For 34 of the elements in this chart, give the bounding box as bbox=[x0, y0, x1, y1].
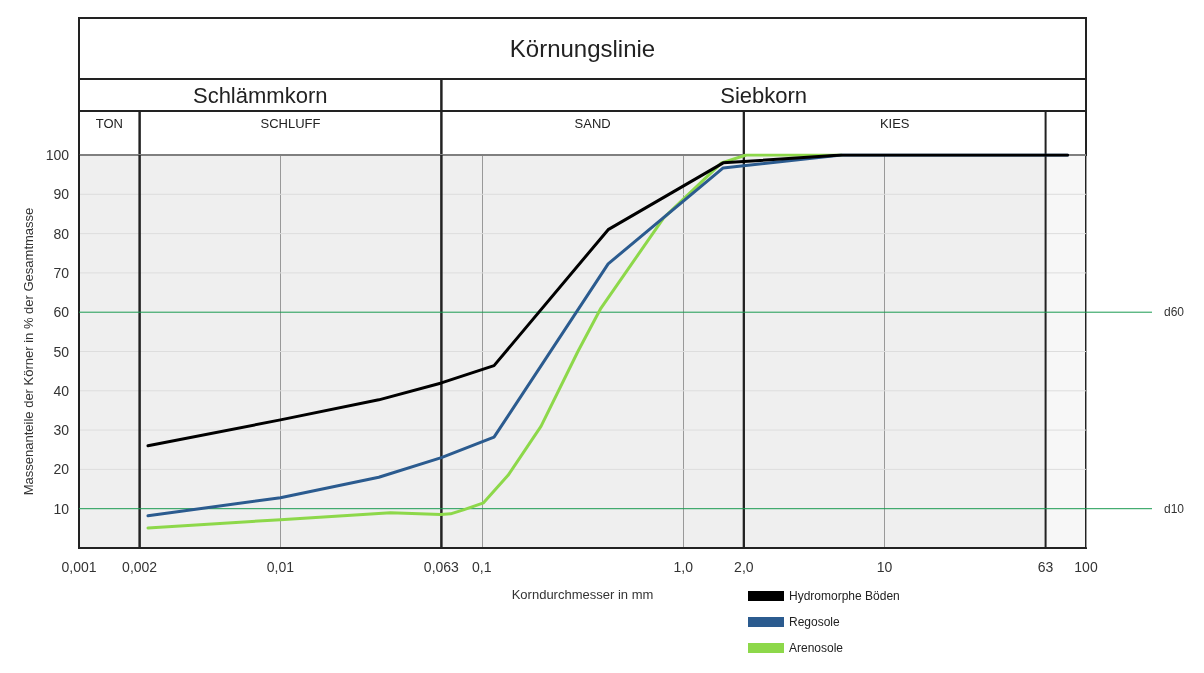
band-label: Schlämmkorn bbox=[192, 82, 328, 108]
band-label: SAND bbox=[574, 115, 611, 131]
x-axis-title: Korndurchmesser in mm bbox=[511, 587, 654, 602]
band-label: SCHLUFF bbox=[260, 115, 321, 131]
legend-label: Arenosole bbox=[789, 641, 844, 655]
x-tick-label: 0,002 bbox=[122, 559, 158, 575]
legend-label: Hydromorphe Böden bbox=[789, 589, 900, 603]
band-label: TON bbox=[95, 115, 123, 131]
x-tick-label: 10 bbox=[876, 559, 893, 575]
y-tick-label: 40 bbox=[53, 382, 70, 399]
ref-line-label: d60 bbox=[1164, 305, 1185, 320]
x-tick-label: 0,063 bbox=[423, 559, 460, 575]
x-tick-label: 100 bbox=[1074, 559, 1098, 575]
x-tick-label: 0,1 bbox=[472, 559, 492, 575]
y-tick-label: 10 bbox=[53, 500, 70, 517]
band-label: Siebkorn bbox=[720, 82, 808, 108]
y-axis-title: Massenanteile der Körner in % der Gesamtmasse bbox=[20, 207, 36, 496]
y-tick-label: 100 bbox=[45, 147, 70, 163]
y-tick-label: 20 bbox=[53, 461, 70, 478]
ref-line-label: d10 bbox=[1164, 501, 1185, 516]
x-tick-label: 0,01 bbox=[266, 559, 295, 575]
y-tick-label: 80 bbox=[53, 225, 70, 242]
x-tick-label: 1,0 bbox=[673, 559, 694, 575]
band-label: KIES bbox=[879, 115, 910, 131]
chart-title: Körnungslinie bbox=[509, 35, 656, 62]
x-tick-label: 2,0 bbox=[734, 559, 754, 575]
y-tick-label: 70 bbox=[53, 264, 70, 281]
y-tick-label: 90 bbox=[53, 186, 70, 203]
x-tick-label: 63 bbox=[1037, 559, 1054, 575]
y-tick-label: 60 bbox=[53, 304, 70, 321]
y-tick-label: 30 bbox=[53, 422, 70, 439]
y-tick-label: 50 bbox=[53, 343, 70, 360]
legend-label: Regosole bbox=[789, 615, 841, 629]
x-tick-label: 0,001 bbox=[61, 559, 97, 575]
